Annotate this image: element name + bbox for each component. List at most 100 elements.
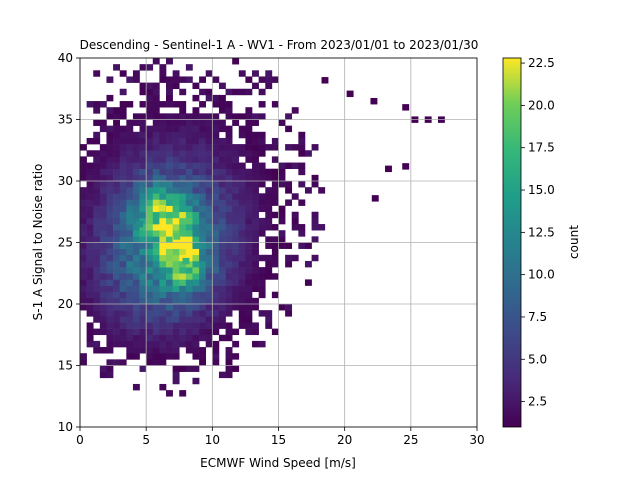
histogram-bin	[179, 285, 187, 292]
histogram-bin	[218, 150, 226, 157]
histogram-bin	[199, 205, 207, 213]
histogram-bin	[238, 230, 246, 237]
histogram-bin	[113, 205, 120, 213]
histogram-bin	[285, 181, 293, 188]
histogram-bin	[199, 236, 207, 243]
histogram-bin	[80, 168, 87, 176]
histogram-bin	[126, 76, 134, 83]
histogram-bin	[265, 224, 273, 231]
histogram-bin	[132, 181, 140, 188]
histogram-bin	[86, 236, 94, 243]
histogram-bin	[106, 267, 114, 274]
histogram-bin	[139, 285, 147, 292]
histogram-bin	[265, 316, 273, 323]
histogram-bin	[99, 150, 107, 157]
histogram-bin	[139, 88, 147, 96]
histogram-bin	[285, 242, 293, 249]
histogram-bin	[225, 162, 233, 169]
histogram-bin	[146, 82, 154, 90]
histogram-bin	[218, 125, 226, 133]
histogram-bin	[166, 76, 173, 83]
histogram-bin	[99, 248, 107, 256]
histogram-bin	[311, 217, 319, 225]
histogram-bin	[126, 273, 134, 280]
histogram-bin	[139, 144, 147, 151]
histogram-bin	[93, 137, 101, 145]
histogram-bin	[192, 150, 200, 157]
histogram-bin	[113, 125, 120, 133]
histogram-bin	[238, 273, 246, 280]
histogram-bin	[298, 150, 306, 157]
histogram-bin	[166, 193, 173, 200]
histogram-bin	[106, 162, 114, 169]
histogram-bin	[192, 285, 200, 292]
histogram-bin	[99, 236, 107, 243]
histogram-bin	[258, 340, 266, 348]
histogram-bin	[99, 273, 107, 280]
histogram-bin	[159, 224, 167, 231]
histogram-bin	[80, 359, 87, 366]
histogram-bin	[93, 304, 101, 311]
histogram-bin	[86, 217, 94, 225]
histogram-bin	[146, 137, 154, 145]
histogram-bin	[245, 187, 253, 194]
histogram-bin	[185, 168, 193, 176]
histogram-bin	[99, 304, 107, 311]
histogram-bin	[86, 273, 94, 280]
histogram-bin	[298, 162, 306, 169]
histogram-bin	[132, 137, 140, 145]
histogram-bin	[192, 297, 200, 305]
histogram-bin	[126, 328, 134, 336]
histogram-bin	[106, 156, 114, 163]
histogram-bin	[218, 217, 226, 225]
x-tick-label: 0	[76, 433, 84, 447]
histogram-bin	[139, 205, 147, 213]
histogram-bin	[245, 137, 253, 145]
histogram-bin	[238, 70, 246, 77]
histogram-bin	[258, 254, 266, 262]
histogram-bin	[271, 273, 279, 280]
histogram-bin	[93, 260, 101, 268]
histogram-bin	[225, 304, 233, 311]
histogram-bin	[106, 205, 114, 213]
histogram-bin	[285, 125, 293, 133]
histogram-bin	[172, 211, 180, 219]
histogram-bin	[285, 310, 293, 317]
histogram-bin	[205, 131, 213, 139]
histogram-bin	[265, 217, 273, 225]
colorbar-ticks: 2.5 5.0 7.5 10.0 12.5 15.0 17.5 20.0 22.5	[521, 56, 555, 409]
histogram-bin	[212, 347, 220, 354]
histogram-bin	[146, 131, 154, 139]
histogram-bin	[113, 64, 120, 71]
histogram-bin	[99, 217, 107, 225]
histogram-bin	[218, 310, 226, 317]
histogram-bin	[232, 205, 240, 213]
histogram-bin	[245, 242, 253, 249]
histogram-bin	[205, 125, 213, 133]
histogram-bin	[113, 181, 120, 188]
histogram-bin	[185, 236, 193, 243]
histogram-bin	[212, 113, 220, 120]
histogram-bin	[238, 168, 246, 176]
histogram-bin	[265, 187, 273, 194]
histogram-bin	[205, 94, 213, 102]
histogram-bin	[159, 119, 167, 126]
histogram-bin	[278, 211, 286, 219]
histogram-bin	[126, 156, 134, 163]
histogram-bin	[119, 322, 127, 329]
histogram-bin	[166, 150, 173, 157]
histogram-bin	[159, 64, 167, 71]
histogram-bin	[166, 187, 173, 194]
histogram-bin	[225, 291, 233, 299]
histogram-bin	[212, 181, 220, 188]
histogram-bin	[106, 316, 114, 323]
histogram-bin	[212, 156, 220, 163]
histogram-bin	[192, 291, 200, 299]
histogram-bin	[258, 168, 266, 176]
histogram-bin	[232, 365, 240, 372]
histogram-bin	[80, 193, 87, 200]
histogram-bin	[152, 107, 160, 114]
histogram-bin	[146, 230, 154, 237]
histogram-bin	[152, 187, 160, 194]
colorbar: 2.5 5.0 7.5 10.0 12.5 15.0 17.5 20.0 22.5 count	[502, 56, 581, 428]
